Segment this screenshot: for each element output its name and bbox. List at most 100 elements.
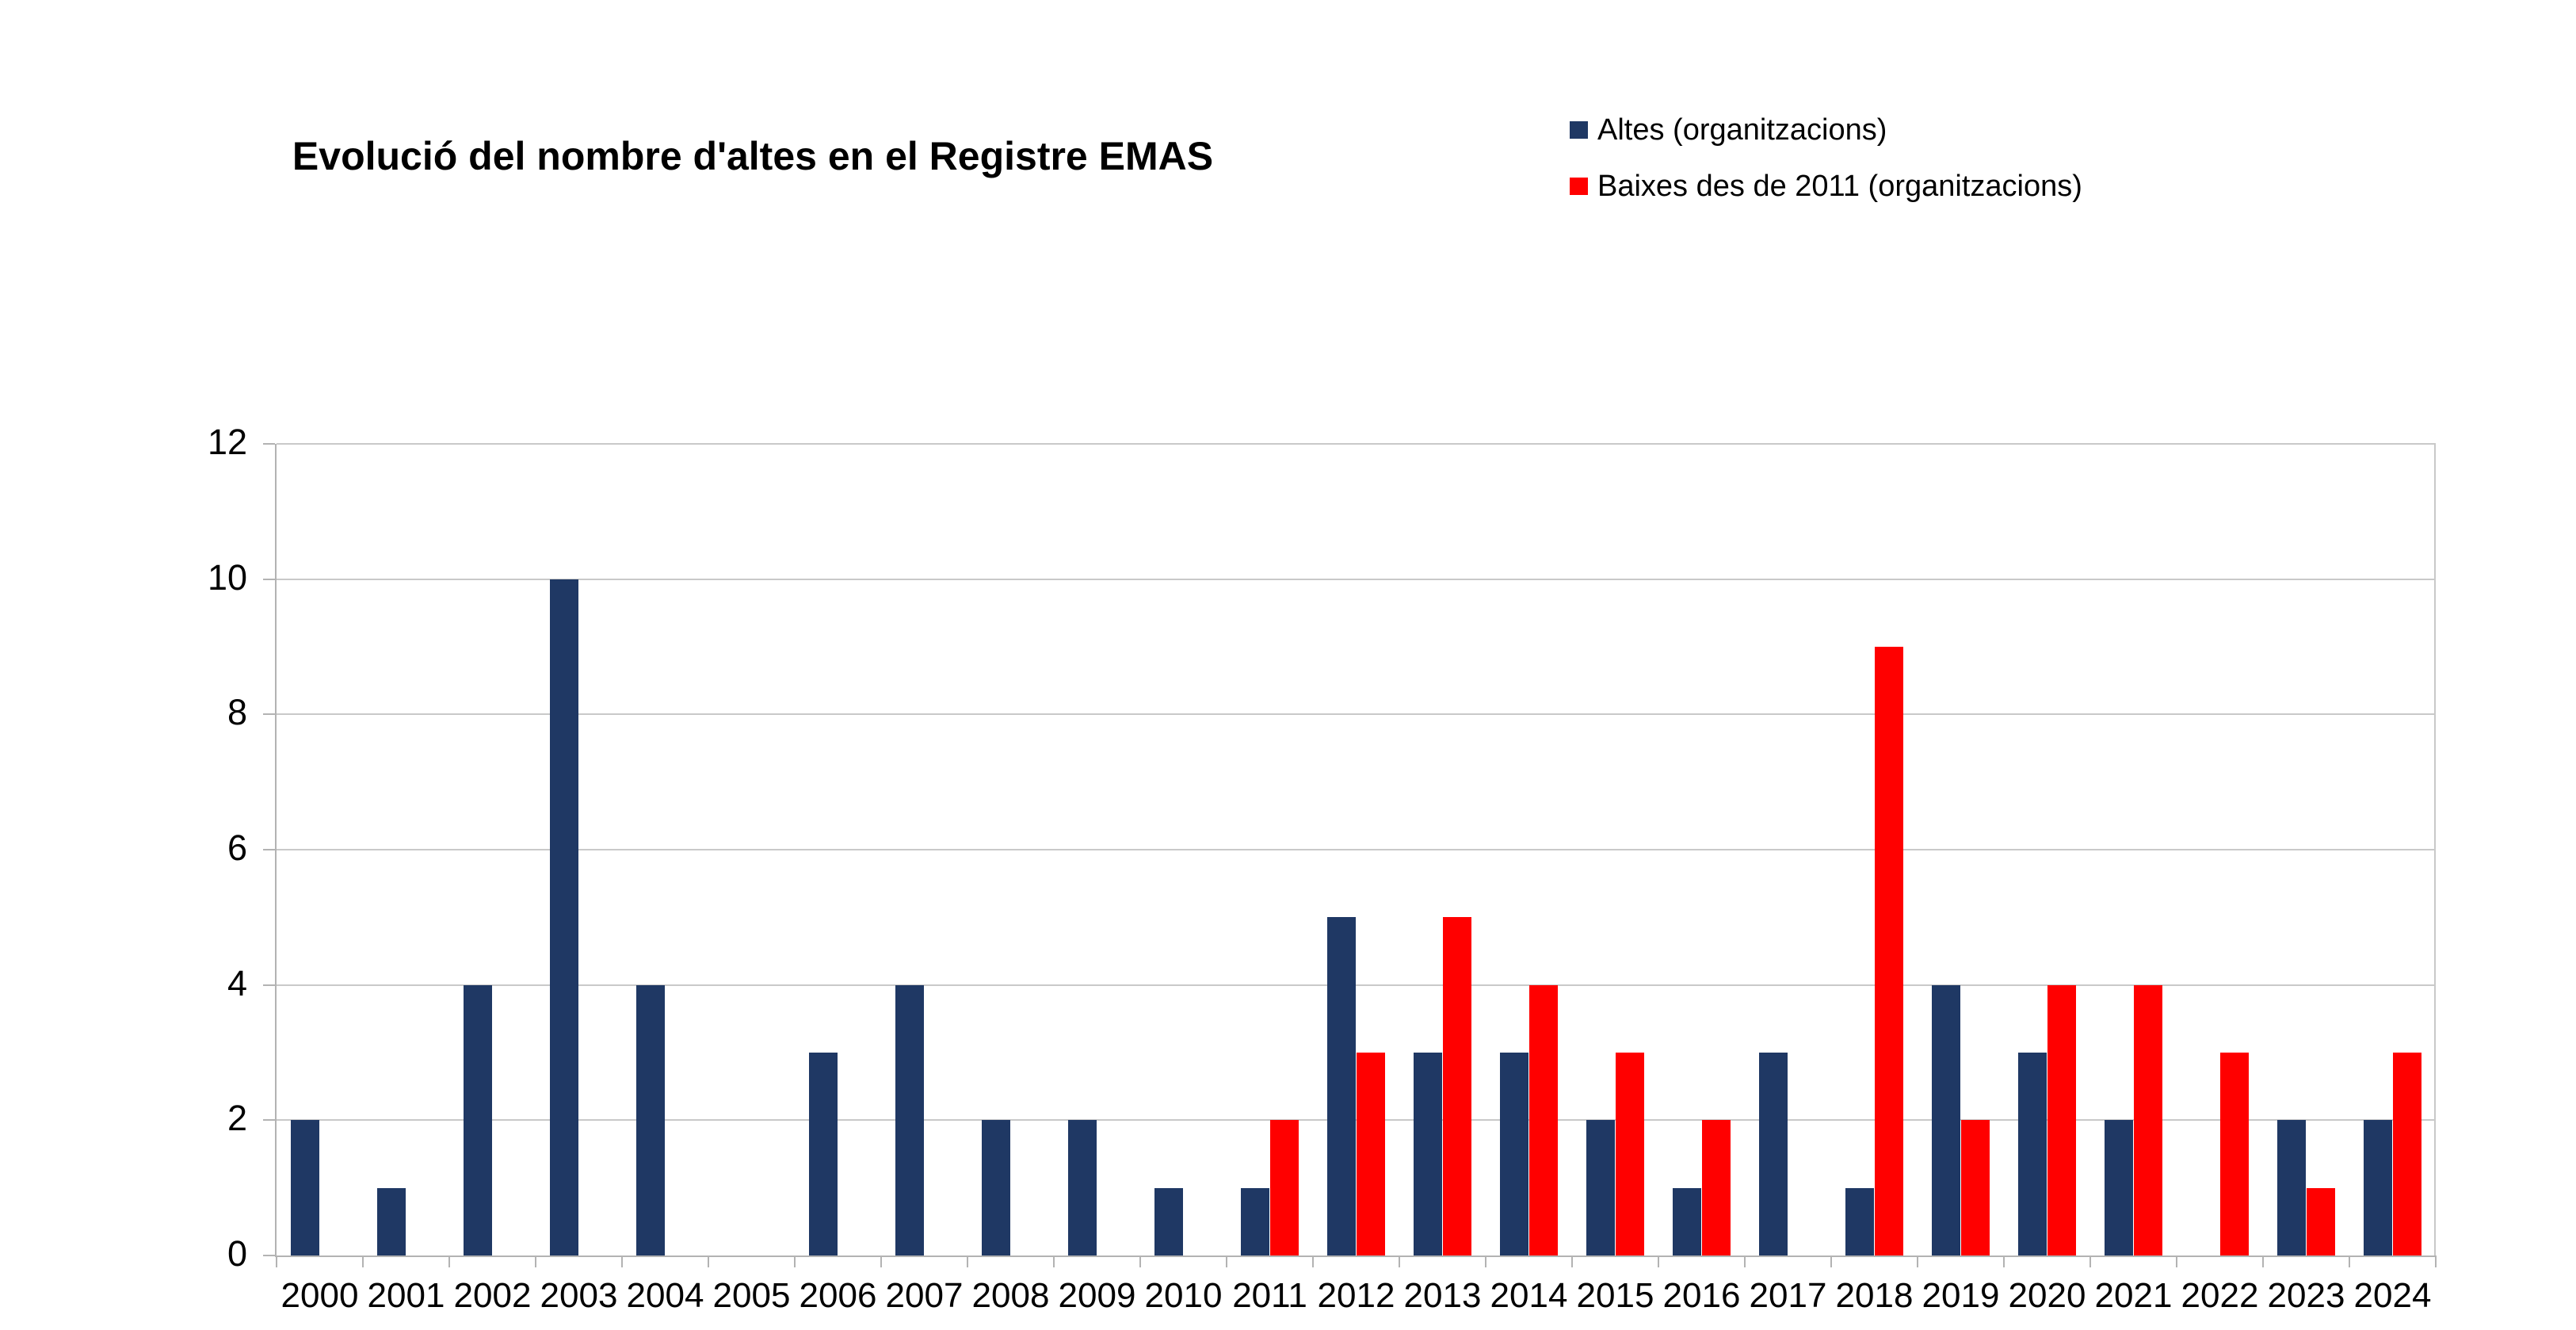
x-tick-7	[880, 1255, 882, 1267]
y-axis-label-2: 2	[227, 1098, 247, 1139]
y-tick-8	[263, 713, 275, 716]
x-tick-19	[1917, 1255, 1918, 1267]
bar-baixes-2013	[1442, 917, 1471, 1255]
bar-altes-2014	[1500, 1053, 1529, 1255]
bar-baixes-2024	[2392, 1053, 2421, 1255]
x-tick-12	[1312, 1255, 1314, 1267]
x-axis-label-2001: 2001	[367, 1276, 445, 1315]
x-tick-21	[2089, 1255, 2091, 1267]
bar-altes-2017	[1759, 1053, 1788, 1255]
legend-swatch-altes-icon	[1570, 121, 1588, 139]
x-axis-label-2011: 2011	[1232, 1276, 1307, 1315]
x-tick-2	[448, 1255, 450, 1267]
bar-altes-2018	[1845, 1187, 1875, 1255]
gridline-8	[277, 713, 2436, 716]
plot-right-border	[2434, 444, 2436, 1255]
bar-altes-2012	[1327, 917, 1357, 1255]
x-axis-label-2017: 2017	[1749, 1276, 1827, 1315]
y-tick-12	[263, 443, 275, 445]
y-axis-label-8: 8	[227, 692, 247, 733]
x-tick-6	[794, 1255, 796, 1267]
bar-altes-2011	[1241, 1187, 1270, 1255]
y-axis-label-10: 10	[207, 556, 247, 598]
x-axis-label-2019: 2019	[1922, 1276, 2000, 1315]
x-tick-5	[708, 1255, 709, 1267]
bar-altes-2010	[1154, 1187, 1184, 1255]
bar-altes-2021	[2105, 1120, 2134, 1255]
x-axis-label-2015: 2015	[1576, 1276, 1654, 1315]
bar-baixes-2012	[1356, 1053, 1385, 1255]
bar-altes-2023	[2277, 1120, 2307, 1255]
x-axis-label-2007: 2007	[885, 1276, 964, 1315]
y-tick-6	[263, 849, 275, 850]
bar-baixes-2016	[1701, 1120, 1731, 1255]
x-tick-20	[2003, 1255, 2005, 1267]
x-tick-23	[2262, 1255, 2264, 1267]
y-tick-4	[263, 984, 275, 986]
x-tick-3	[535, 1255, 536, 1267]
x-axis-label-2023: 2023	[2267, 1276, 2345, 1315]
gridline-4	[277, 984, 2436, 986]
x-tick-14	[1485, 1255, 1486, 1267]
bar-altes-2008	[982, 1120, 1011, 1255]
x-axis-label-2012: 2012	[1317, 1276, 1395, 1315]
x-tick-16	[1658, 1255, 1659, 1267]
x-axis-label-2014: 2014	[1490, 1276, 1568, 1315]
x-tick-18	[1830, 1255, 1832, 1267]
y-axis-line	[275, 444, 277, 1255]
bar-baixes-2022	[2219, 1053, 2249, 1255]
legend-item-altes: Altes (organitzacions)	[1570, 111, 2082, 149]
x-tick-15	[1571, 1255, 1573, 1267]
x-axis-label-2000: 2000	[280, 1276, 359, 1315]
gridline-10	[277, 578, 2436, 580]
bar-altes-2009	[1068, 1120, 1097, 1255]
gridline-6	[277, 849, 2436, 850]
bar-baixes-2018	[1874, 647, 1903, 1255]
bar-baixes-2011	[1269, 1120, 1299, 1255]
x-tick-8	[967, 1255, 968, 1267]
bar-altes-2002	[464, 984, 493, 1255]
x-axis-label-2018: 2018	[1835, 1276, 1914, 1315]
y-tick-2	[263, 1119, 275, 1122]
bar-baixes-2023	[2306, 1187, 2335, 1255]
bar-altes-2007	[895, 984, 925, 1255]
y-axis-label-4: 4	[227, 962, 247, 1003]
x-tick-17	[1744, 1255, 1746, 1267]
x-tick-4	[621, 1255, 623, 1267]
x-axis-label-2006: 2006	[799, 1276, 877, 1315]
x-axis-label-2004: 2004	[626, 1276, 704, 1315]
x-tick-10	[1139, 1255, 1141, 1267]
x-tick-1	[362, 1255, 364, 1267]
x-tick-11	[1226, 1255, 1227, 1267]
bar-baixes-2015	[1615, 1053, 1644, 1255]
legend: Altes (organitzacions) Baixes des de 201…	[1570, 111, 2082, 224]
y-axis-label-12: 12	[207, 422, 247, 462]
bar-altes-2001	[377, 1187, 406, 1255]
x-axis-label-2010: 2010	[1144, 1276, 1223, 1315]
x-axis-label-2016: 2016	[1662, 1276, 1741, 1315]
y-axis-label-0: 0	[227, 1233, 247, 1274]
x-axis-label-2002: 2002	[453, 1276, 532, 1315]
bar-baixes-2020	[2047, 984, 2076, 1255]
x-axis-label-2020: 2020	[2008, 1276, 2086, 1315]
bar-altes-2004	[636, 984, 666, 1255]
bar-altes-2016	[1673, 1187, 1702, 1255]
bar-baixes-2014	[1528, 984, 1558, 1255]
gridline-12	[277, 443, 2436, 445]
x-tick-24	[2349, 1255, 2350, 1267]
x-tick-22	[2176, 1255, 2177, 1267]
bar-altes-2000	[291, 1120, 320, 1255]
legend-label-altes: Altes (organitzacions)	[1597, 113, 1887, 147]
plot-area	[263, 443, 2437, 1267]
bar-baixes-2019	[1960, 1120, 1990, 1255]
x-axis-label-2008: 2008	[971, 1276, 1050, 1315]
x-tick-9	[1053, 1255, 1055, 1267]
y-tick-0	[263, 1255, 275, 1256]
bar-baixes-2021	[2133, 984, 2162, 1255]
legend-item-baixes: Baixes des de 2011 (organitzacions)	[1570, 167, 2082, 205]
bar-altes-2003	[550, 579, 579, 1255]
bar-altes-2006	[809, 1053, 838, 1255]
bar-altes-2020	[2018, 1053, 2047, 1255]
chart-title: Evolució del nombre d'altes en el Regist…	[292, 134, 1214, 178]
